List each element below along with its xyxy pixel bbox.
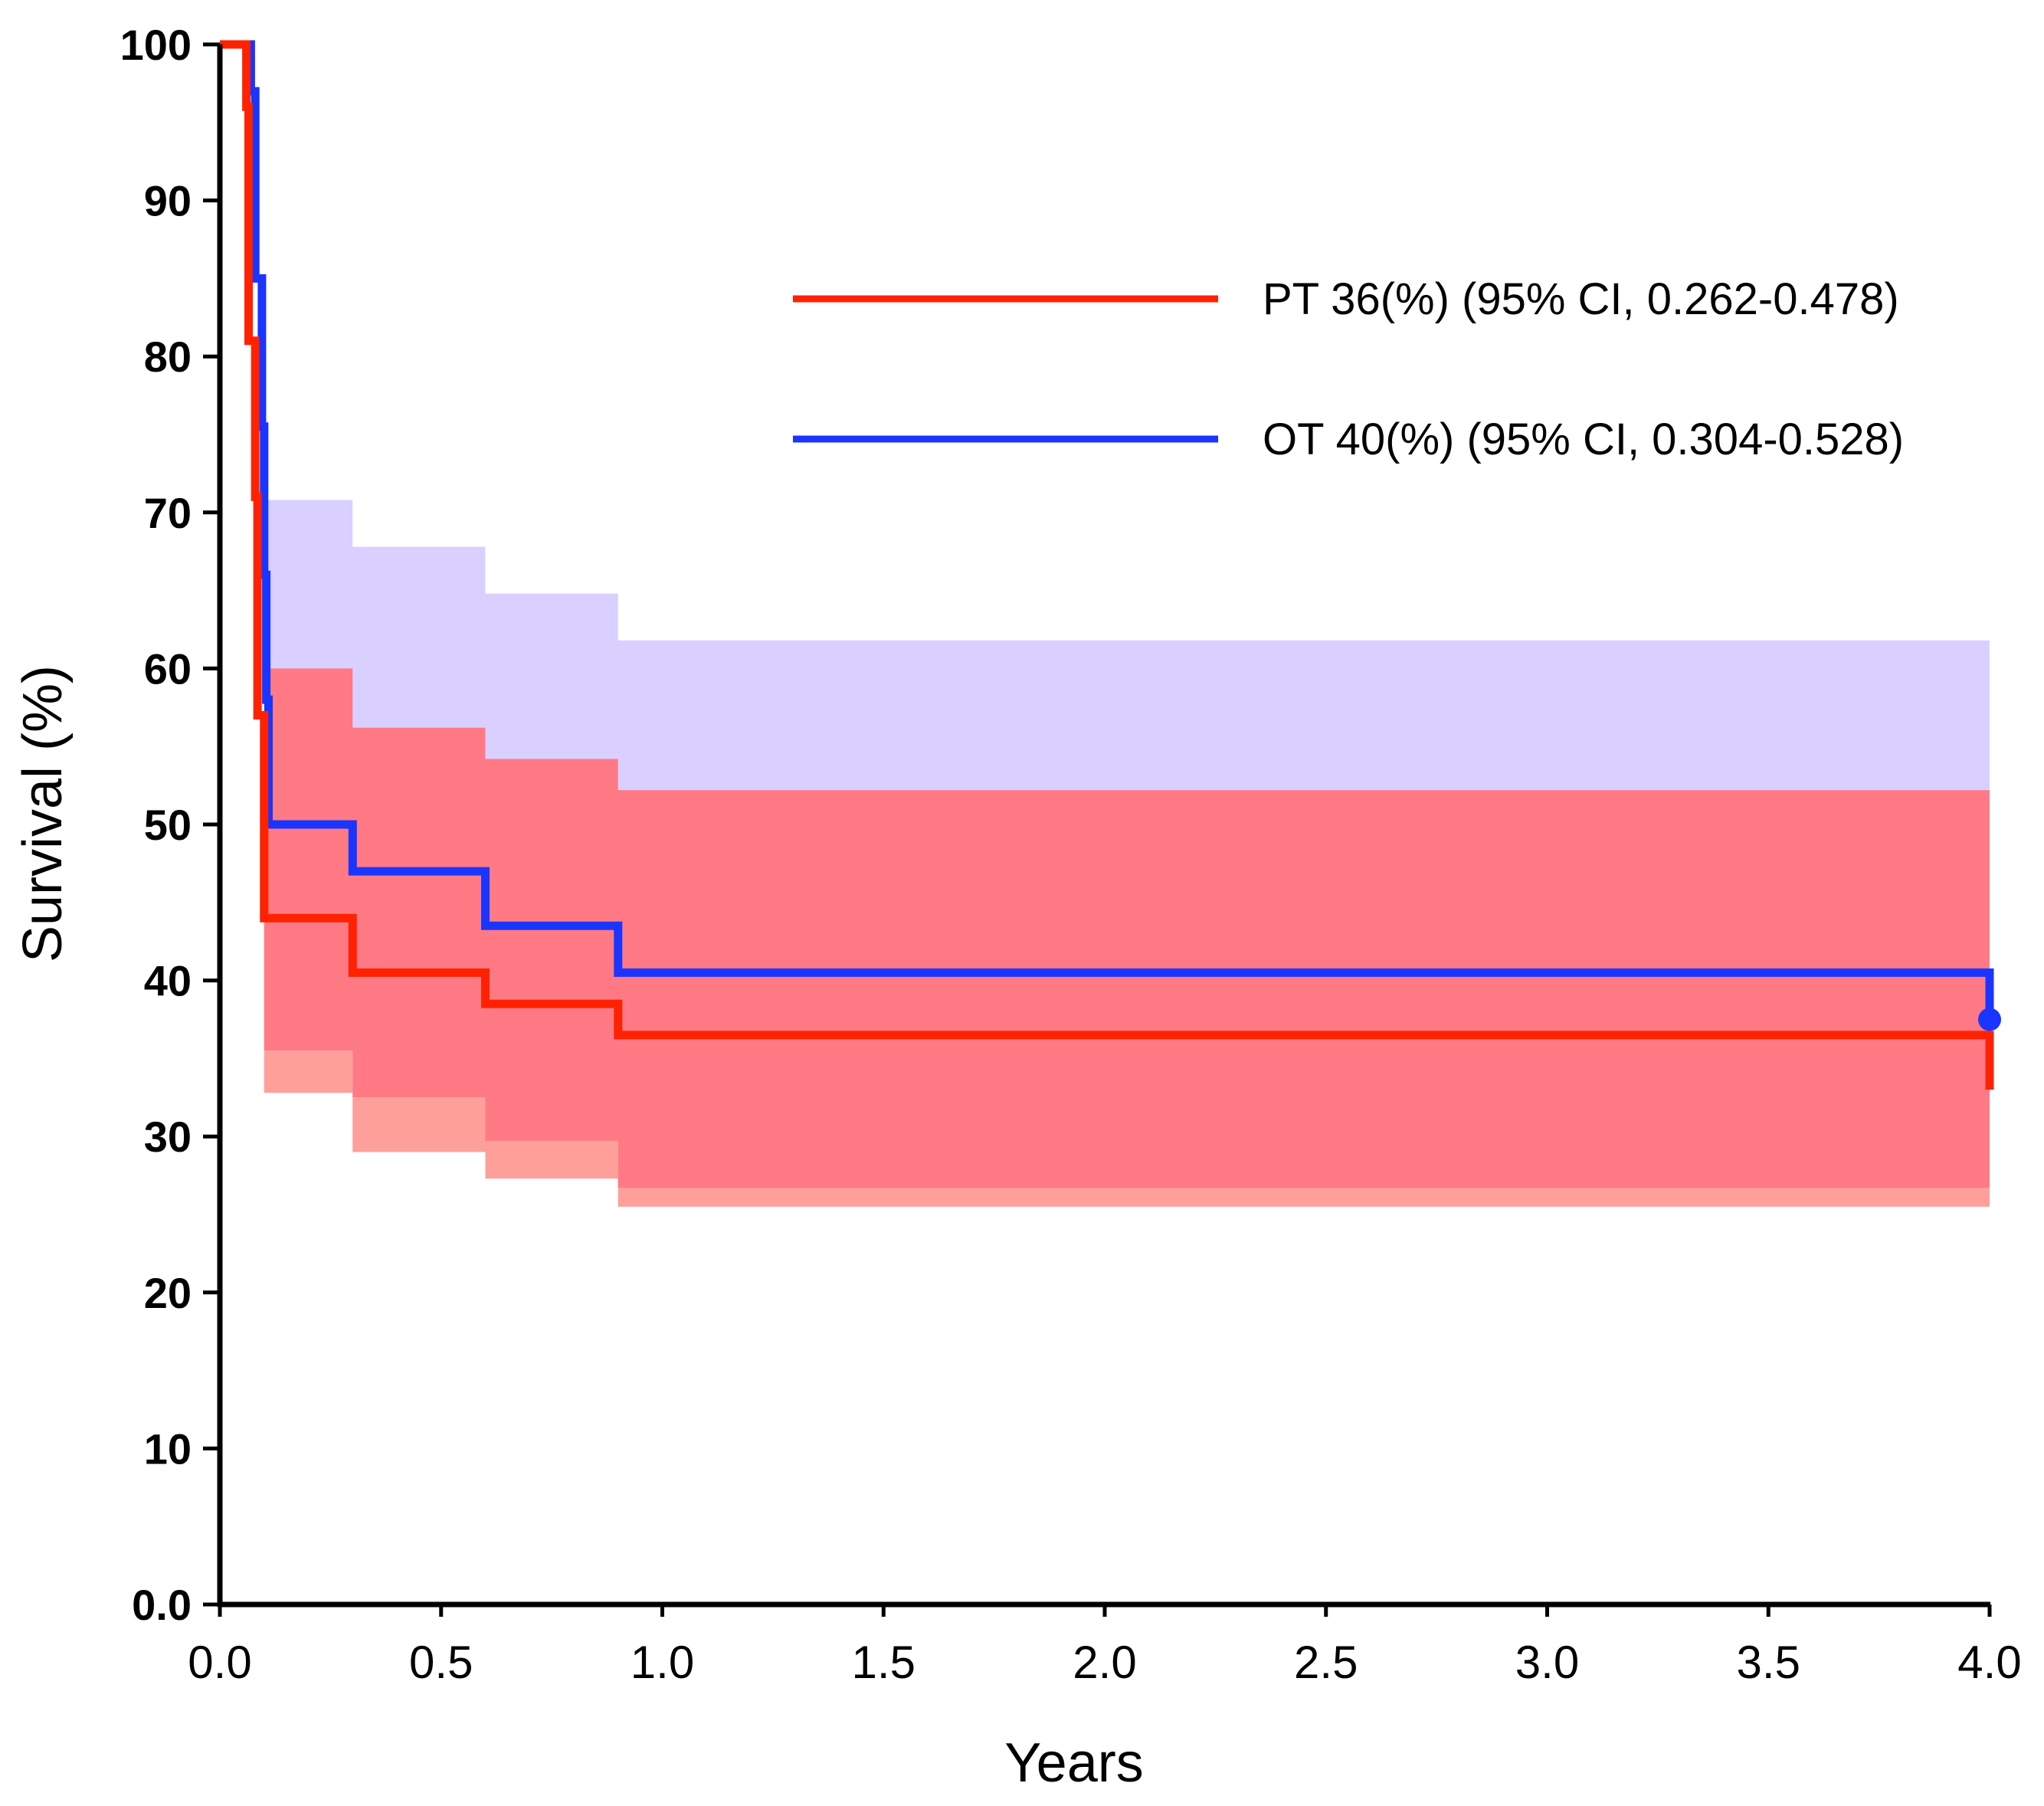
pt-confidence-band-lower (264, 1050, 1990, 1207)
x-axis-label: Years (1004, 1732, 1143, 1794)
legend-label: PT 36(%) (95% CI, 0.262-0.478) (1263, 274, 1899, 324)
x-tick-label: 2.5 (1294, 1637, 1358, 1688)
y-tick-label: 30 (144, 1113, 192, 1161)
y-tick-label: 10 (144, 1424, 192, 1473)
y-tick-label: 0.0 (132, 1581, 192, 1629)
x-tick-label: 0.5 (409, 1637, 473, 1688)
ticks: 0.0 10 20 30 40 50 60 70 80 90 100 0.0 0.5 1.0 1.5 2.0 2… (120, 21, 2022, 1688)
x-tick-label: 4.0 (1957, 1637, 2021, 1688)
y-tick-label: 40 (144, 957, 192, 1005)
x-tick-label: 0.0 (188, 1637, 251, 1688)
pt-confidence-band (264, 668, 1990, 1188)
legend: PT 36(%) (95% CI, 0.262-0.478) OT 40(%) (… (793, 274, 1904, 464)
survival-lines (220, 40, 2001, 1090)
y-tick-label: 50 (144, 801, 192, 849)
x-tick-label: 3.0 (1515, 1637, 1579, 1688)
y-tick-label: 60 (144, 644, 192, 693)
x-tick-label: 3.5 (1737, 1637, 1800, 1688)
y-tick-label: 80 (144, 333, 192, 381)
legend-label: OT 40(%) (95% CI, 0.304-0.528) (1263, 415, 1904, 464)
y-tick-label: 20 (144, 1269, 192, 1317)
pt-survival-line (220, 40, 1994, 1090)
y-tick-label: 100 (120, 21, 192, 69)
confidence-bands (264, 500, 1990, 1207)
y-tick-label: 70 (144, 489, 192, 537)
ot-survival-line (220, 40, 1994, 1020)
x-tick-label: 1.0 (631, 1637, 694, 1688)
x-tick-label: 2.0 (1073, 1637, 1136, 1688)
ot-censor-mark (1978, 1008, 2001, 1031)
x-tick-label: 1.5 (852, 1637, 916, 1688)
y-tick-label: 90 (144, 177, 192, 225)
y-axis-label: Survival (%) (12, 665, 74, 962)
